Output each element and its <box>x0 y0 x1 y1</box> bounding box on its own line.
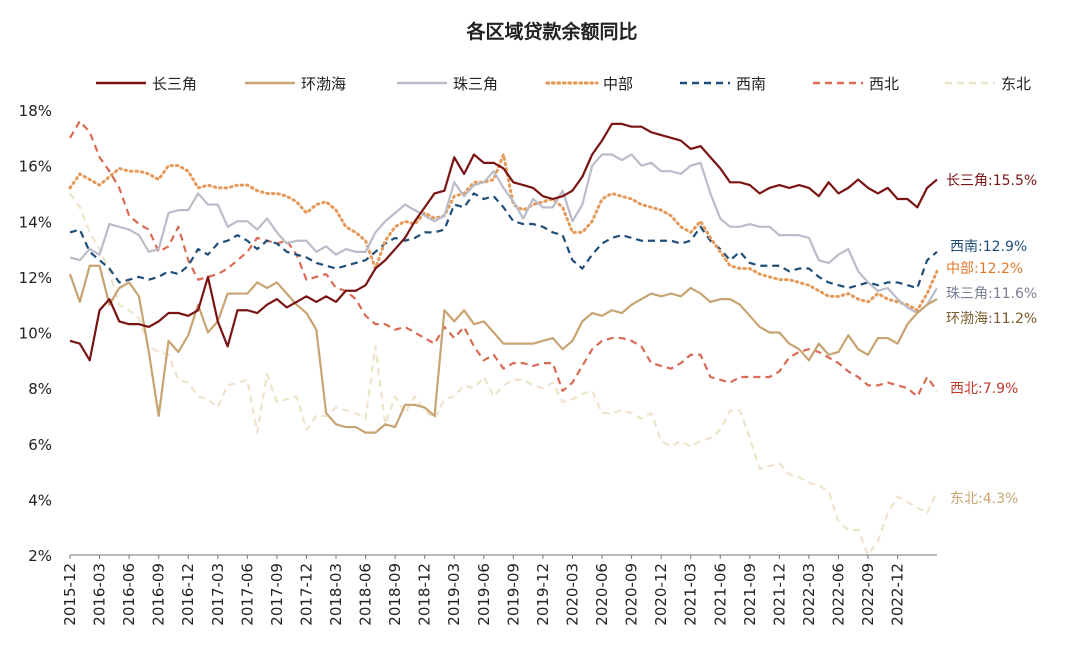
series-line-6 <box>69 192 939 557</box>
x-tick-label: 2021-03 <box>682 563 700 626</box>
series-line-2 <box>69 153 938 315</box>
y-tick-label: 8% <box>28 380 52 398</box>
x-tick-label: 2022-06 <box>829 563 847 626</box>
y-tick-label: 18% <box>19 102 52 120</box>
x-tick-label: 2019-03 <box>445 563 463 626</box>
x-tick-label: 2020-06 <box>593 563 611 626</box>
y-tick-label: 14% <box>19 213 52 231</box>
x-tick-label: 2019-06 <box>475 563 493 626</box>
y-tick-label: 12% <box>19 269 52 287</box>
end-label: 东北:4.3% <box>950 491 1018 507</box>
end-label: 中部:12.2% <box>946 261 1023 277</box>
series-line-3 <box>68 153 939 312</box>
x-tick-label: 2022-09 <box>859 563 877 626</box>
end-label: 珠三角:11.6% <box>946 286 1037 302</box>
series-lines <box>68 120 939 557</box>
x-tick-label: 2016-03 <box>91 563 109 626</box>
x-tick-label: 2021-12 <box>770 563 788 626</box>
x-tick-label: 2017-03 <box>209 563 227 626</box>
x-tick-label: 2018-03 <box>327 563 345 626</box>
x-tick-label: 2022-12 <box>889 563 907 626</box>
x-tick-label: 2020-12 <box>652 563 670 626</box>
x-tick-label: 2017-09 <box>268 563 286 626</box>
x-tick-label: 2016-12 <box>179 563 197 626</box>
end-label: 西南:12.9% <box>950 239 1027 255</box>
legend-label: 珠三角 <box>453 75 498 93</box>
series-line-0 <box>69 122 938 362</box>
x-tick-label: 2021-09 <box>741 563 759 626</box>
legend-label: 中部 <box>603 75 633 93</box>
legend: 长三角 环渤海 珠三角 中部 西南 西北 东北 <box>96 75 1031 93</box>
x-tick-label: 2016-06 <box>120 563 138 626</box>
x-tick-label: 2016-09 <box>150 563 168 626</box>
legend-label: 西北 <box>869 75 899 93</box>
x-tick-label: 2018-12 <box>416 563 434 626</box>
x-tick-label: 2018-06 <box>357 563 375 626</box>
chart-title: 各区域贷款余额同比 <box>465 20 637 43</box>
end-label: 环渤海:11.2% <box>946 311 1037 327</box>
y-tick-label: 6% <box>28 436 52 454</box>
x-tick-label: 2019-09 <box>504 563 522 626</box>
series-line-5 <box>69 120 938 398</box>
end-label: 西北:7.9% <box>950 381 1018 397</box>
x-tick-label: 2020-09 <box>623 563 641 626</box>
x-tick-label: 2021-06 <box>711 563 729 626</box>
series-line-4 <box>69 192 938 290</box>
axes: 2% 4% 6% 8% 10% 12% 14% 16% 18% 2015-12 2016-03 201… <box>19 102 937 626</box>
x-tick-label: 2015-12 <box>61 563 79 626</box>
x-tick-label: 2018-09 <box>386 563 404 626</box>
end-label: 长三角:15.5% <box>946 173 1037 189</box>
y-tick-label: 4% <box>28 491 52 509</box>
y-tick-label: 16% <box>19 158 52 176</box>
y-tick-label: 2% <box>28 547 52 565</box>
legend-label: 长三角 <box>152 75 197 93</box>
legend-label: 东北 <box>1001 75 1031 93</box>
y-tick-label: 10% <box>19 325 52 343</box>
legend-label: 西南 <box>736 75 766 93</box>
series-line-1 <box>68 264 938 434</box>
end-labels: 长三角:15.5% 环渤海:11.2% 珠三角:11.6% 中部:12.2% 西南:12… <box>946 173 1037 507</box>
x-tick-label: 2020-03 <box>563 563 581 626</box>
x-tick-label: 2017-06 <box>238 563 256 626</box>
x-tick-label: 2019-12 <box>534 563 552 626</box>
x-tick-label: 2017-12 <box>297 563 315 626</box>
x-tick-label: 2022-03 <box>800 563 818 626</box>
legend-label: 环渤海 <box>301 75 346 93</box>
